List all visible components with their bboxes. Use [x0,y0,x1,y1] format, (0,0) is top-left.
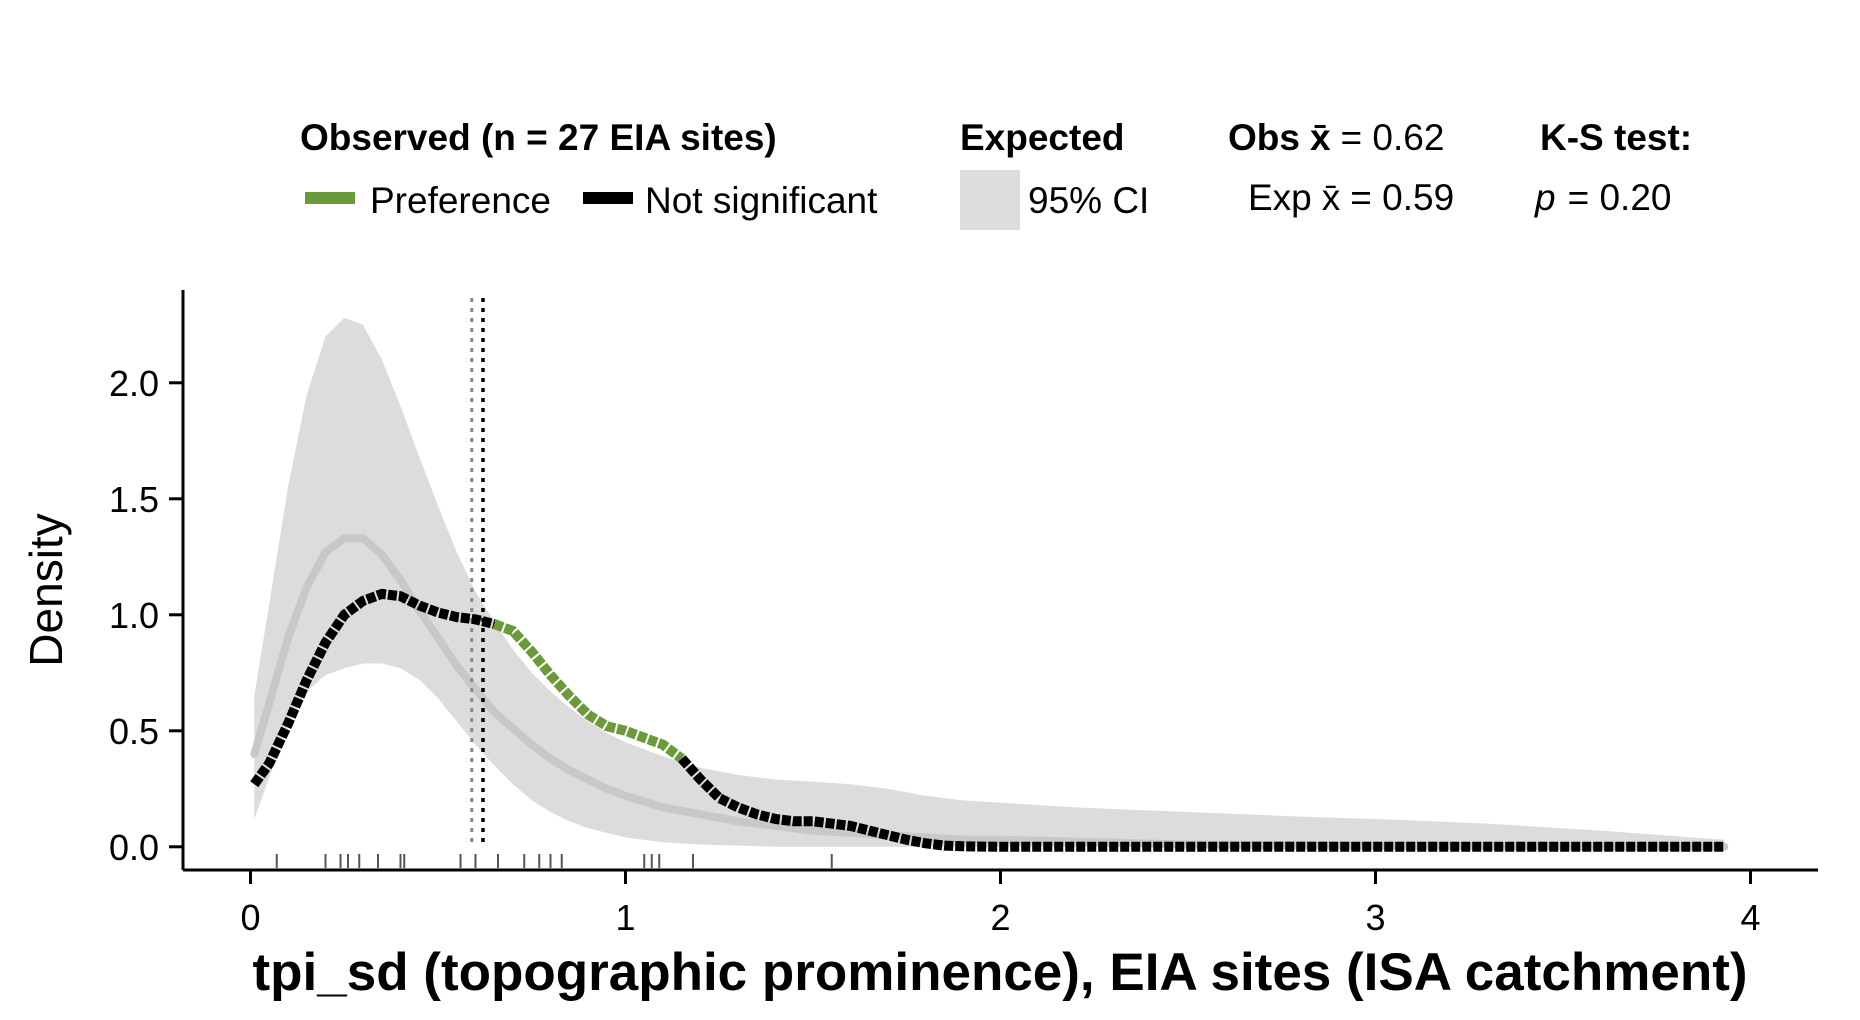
legend-ks-p: p = 0.20 [1534,177,1671,218]
x-tick-label: 0 [240,897,260,938]
legend-ci-label: 95% CI [1028,180,1149,221]
legend-exp-mean: Exp x̄ = 0.59 [1248,177,1454,218]
legend: Observed (n = 27 EIA sites) Preference N… [300,117,1692,230]
expected-line-layer [250,534,1729,851]
legend-exp-mean-value: = 0.59 [1350,177,1454,218]
legend-ks-title: K-S test: [1540,117,1692,158]
y-tick-label: 2.0 [109,363,159,404]
ci-band-layer [254,317,1725,847]
y-tick-label: 0.5 [109,711,159,752]
y-tick-label: 1.5 [109,479,159,520]
observed-line-layer [250,588,1725,852]
y-tick-label: 1.0 [109,595,159,636]
x-tick-label: 1 [615,897,635,938]
legend-observed-title: Observed (n = 27 EIA sites) [300,117,777,158]
legend-ci-swatch [960,170,1020,230]
legend-obs-mean: Obs x̄ = 0.62 [1228,117,1444,158]
legend-obs-mean-prefix: Obs [1228,117,1300,158]
legend-preference-label: Preference [370,180,551,221]
observed-density-not-significant-segment [678,755,1725,852]
legend-not-significant-label: Not significant [645,180,878,221]
ci-band [254,317,1725,847]
y-tick-label: 0.0 [109,827,159,868]
expected-density-line [250,534,1729,851]
legend-p-value: = 0.20 [1568,177,1672,218]
x-tick-label: 4 [1740,897,1760,938]
observed-density-preference-segment [492,619,685,763]
legend-preference-swatch [305,192,355,204]
x-tick-label: 2 [990,897,1010,938]
observed-density-not-significant-segment [250,588,496,788]
x-axis-title: tpi_sd (topographic prominence), EIA sit… [253,943,1748,1002]
x-tick-label: 3 [1365,897,1385,938]
mean-lines-layer [470,298,485,847]
legend-not-significant-swatch [583,192,633,204]
rug-layer [275,854,833,868]
legend-obs-mean-value: = 0.62 [1341,117,1445,158]
legend-exp-mean-prefix: Exp [1248,177,1312,218]
axes: 0.0 0.5 1.0 1.5 2.0 0 1 2 3 4 [109,290,1818,938]
legend-p-symbol: p [1534,177,1556,218]
y-axis-title: Density [20,513,72,666]
legend-expected-title: Expected [960,117,1125,158]
